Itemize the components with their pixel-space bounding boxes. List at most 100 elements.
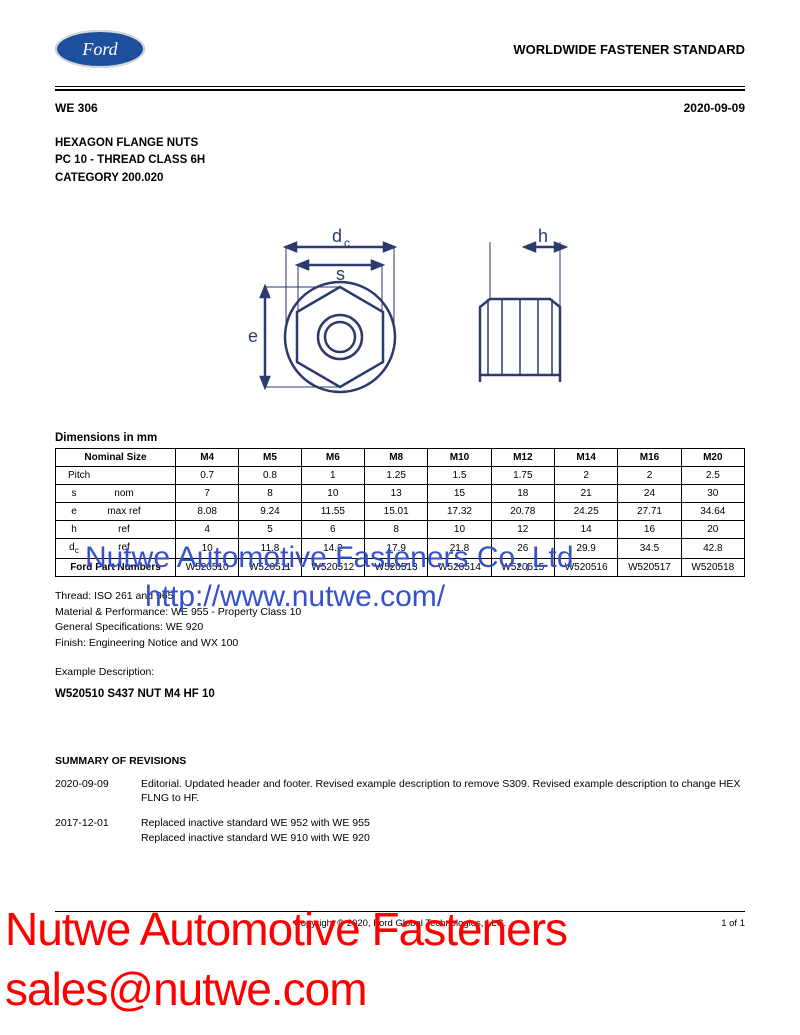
- footer-page: 1 of 1: [721, 918, 745, 929]
- footer-copyright: Copyright © 2020, Ford Global Technologi…: [294, 918, 506, 929]
- td: 7: [176, 484, 239, 502]
- td: 15.01: [365, 502, 428, 520]
- tech-diagram: dc s e h: [55, 227, 745, 407]
- table-row: Pitch0.70.811.251.51.75222.5: [56, 466, 745, 484]
- th: M14: [554, 448, 617, 466]
- doc-date: 2020-09-09: [684, 101, 745, 115]
- td: W520514: [428, 558, 491, 576]
- svg-text:h: h: [538, 227, 548, 246]
- td: 21: [554, 484, 617, 502]
- td: W520516: [554, 558, 617, 576]
- note-line: Material & Performance: WE 955 - Propert…: [55, 605, 745, 621]
- td: 1: [301, 466, 364, 484]
- wm-line: sales@nutwe.com: [5, 960, 567, 1020]
- table-row: snom7810131518212430: [56, 484, 745, 502]
- td: 2.5: [681, 466, 744, 484]
- note-line: Finish: Engineering Notice and WX 100: [55, 636, 745, 652]
- td: 14.2: [301, 538, 364, 558]
- th: M5: [239, 448, 301, 466]
- doc-meta-row: WE 306 2020-09-09: [55, 101, 745, 115]
- td: 14: [554, 520, 617, 538]
- td: 13: [365, 484, 428, 502]
- td: 34.64: [681, 502, 744, 520]
- table-row: emax ref8.089.2411.5515.0117.3220.7824.2…: [56, 502, 745, 520]
- title-block: HEXAGON FLANGE NUTS PC 10 - THREAD CLASS…: [55, 135, 745, 187]
- td: 29.9: [554, 538, 617, 558]
- revision-text: Replaced inactive standard WE 952 with W…: [141, 816, 370, 845]
- td: 2: [618, 466, 681, 484]
- table-footer-row: Ford Part Numbers W520510 W520511 W52051…: [56, 558, 745, 576]
- row-label: emax ref: [56, 502, 176, 520]
- th: M20: [681, 448, 744, 466]
- revision-date: 2020-09-09: [55, 777, 127, 806]
- example-label: Example Description:: [55, 666, 745, 678]
- header-row: Ford WORLDWIDE FASTENER STANDARD: [55, 30, 745, 68]
- footer-divider: [55, 911, 745, 912]
- td: W520512: [301, 558, 364, 576]
- row-label: dcref: [56, 538, 176, 558]
- title-line: PC 10 - THREAD CLASS 6H: [55, 152, 745, 169]
- th: M8: [365, 448, 428, 466]
- td: 16: [618, 520, 681, 538]
- td: 18: [491, 484, 554, 502]
- svg-text:d: d: [332, 227, 342, 246]
- revision-date: 2017-12-01: [55, 816, 127, 845]
- example-value: W520510 S437 NUT M4 HF 10: [55, 688, 745, 700]
- th-partnums: Ford Part Numbers: [56, 558, 176, 576]
- td: W520517: [618, 558, 681, 576]
- td: W520518: [681, 558, 744, 576]
- td: W520515: [491, 558, 554, 576]
- nut-diagram-svg: dc s e h: [220, 227, 580, 407]
- table-row: dcref1011.814.217.921.82629.934.542.8: [56, 538, 745, 558]
- th: M4: [176, 448, 239, 466]
- revision-text: Editorial. Updated header and footer. Re…: [141, 777, 745, 806]
- note-line: Thread: ISO 261 and 965: [55, 589, 745, 605]
- td: 17.32: [428, 502, 491, 520]
- td: 12: [491, 520, 554, 538]
- row-label: Pitch: [56, 466, 176, 484]
- td: 6: [301, 520, 364, 538]
- td: 24: [618, 484, 681, 502]
- revision-row: 2017-12-01 Replaced inactive standard WE …: [55, 816, 745, 845]
- td: 21.8: [428, 538, 491, 558]
- td: 8.08: [176, 502, 239, 520]
- th: M10: [428, 448, 491, 466]
- td: 27.71: [618, 502, 681, 520]
- svg-text:e: e: [248, 326, 258, 346]
- note-line: General Specifications: WE 920: [55, 620, 745, 636]
- notes-block: Thread: ISO 261 and 965 Material & Perfo…: [55, 589, 745, 652]
- td: 24.25: [554, 502, 617, 520]
- td: W520511: [239, 558, 301, 576]
- wm-line: Nutwe Automotive Fasteners: [5, 900, 567, 960]
- standard-title: WORLDWIDE FASTENER STANDARD: [513, 42, 745, 57]
- table-row: href45681012141620: [56, 520, 745, 538]
- td: 11.8: [239, 538, 301, 558]
- td: W520510: [176, 558, 239, 576]
- td: 2: [554, 466, 617, 484]
- td: 5: [239, 520, 301, 538]
- th-nominal: Nominal Size: [56, 448, 176, 466]
- th: M16: [618, 448, 681, 466]
- td: 30: [681, 484, 744, 502]
- td: W520513: [365, 558, 428, 576]
- td: 8: [239, 484, 301, 502]
- td: 9.24: [239, 502, 301, 520]
- td: 1.25: [365, 466, 428, 484]
- td: 10: [428, 520, 491, 538]
- doc-code: WE 306: [55, 101, 98, 115]
- td: 0.8: [239, 466, 301, 484]
- divider-thick: [55, 89, 745, 91]
- footer-row: Copyright © 2020, Ford Global Technologi…: [55, 918, 745, 929]
- td: 8: [365, 520, 428, 538]
- table-caption: Dimensions in mm: [55, 432, 745, 444]
- revision-row: 2020-09-09 Editorial. Updated header and …: [55, 777, 745, 806]
- td: 10: [176, 538, 239, 558]
- td: 26: [491, 538, 554, 558]
- td: 20: [681, 520, 744, 538]
- td: 11.55: [301, 502, 364, 520]
- td: 42.8: [681, 538, 744, 558]
- table-header-row: Nominal Size M4 M5 M6 M8 M10 M12 M14 M16…: [56, 448, 745, 466]
- title-line: CATEGORY 200.020: [55, 170, 745, 187]
- row-label: href: [56, 520, 176, 538]
- svg-text:s: s: [336, 264, 345, 284]
